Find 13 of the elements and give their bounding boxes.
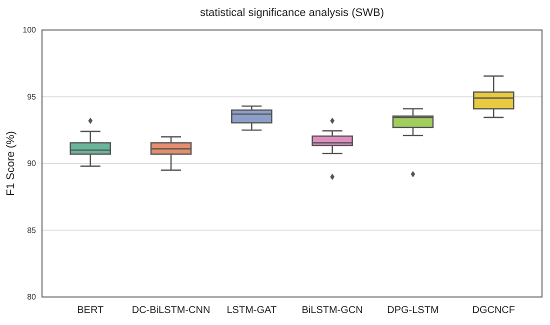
y-tick-label: 80 xyxy=(27,292,37,302)
y-tick-label: 95 xyxy=(27,92,37,102)
chart-title: statistical significance analysis (SWB) xyxy=(200,7,384,19)
x-tick-label: BERT xyxy=(77,305,104,316)
x-tick-label: DPG-LSTM xyxy=(387,305,439,316)
y-tick-label: 85 xyxy=(27,226,37,235)
y-tick-label: 100 xyxy=(22,26,37,35)
x-tick-label: DGCNCF xyxy=(472,305,516,316)
x-tick-label: DC-BiLSTM-CNN xyxy=(132,305,210,316)
y-axis-title: F1 Score (%) xyxy=(5,131,17,196)
x-tick-label: BiLSTM-GCN xyxy=(302,305,363,316)
x-tick-label: LSTM-GAT xyxy=(226,305,277,316)
y-tick-label: 90 xyxy=(27,159,37,168)
